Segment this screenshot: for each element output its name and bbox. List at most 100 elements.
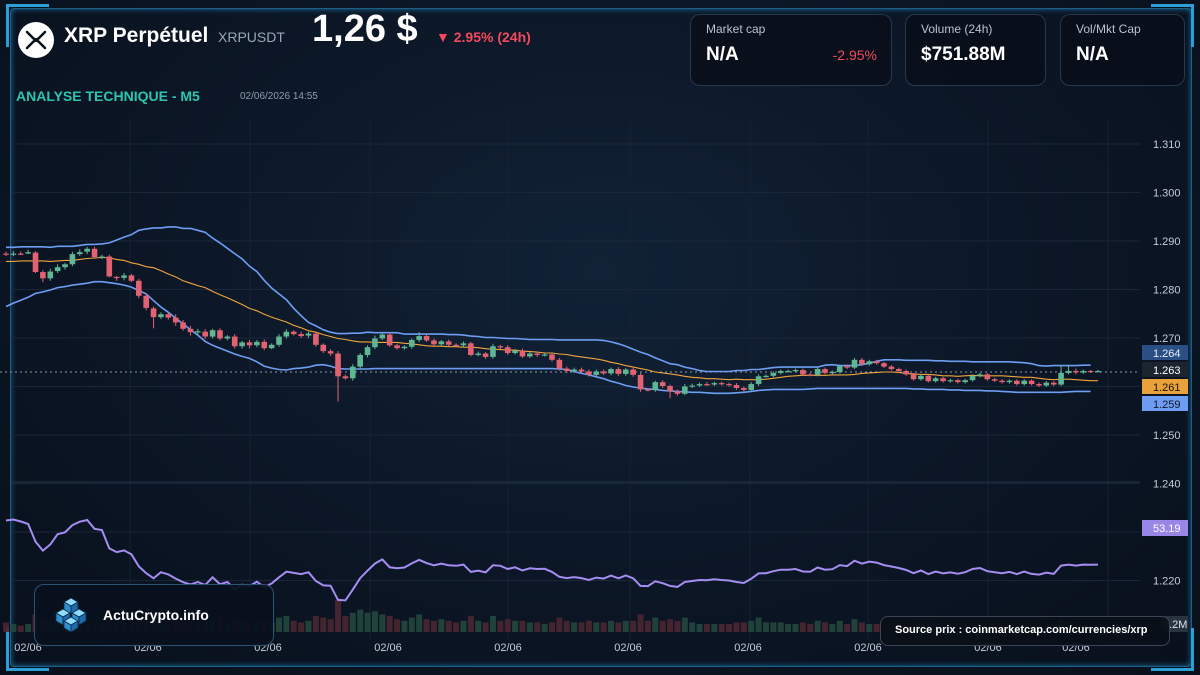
candle-body	[955, 380, 961, 383]
volume-bar	[489, 616, 496, 632]
candle-body	[475, 353, 482, 355]
chart-grid	[0, 120, 1140, 640]
candle-body	[991, 379, 998, 381]
candle-body	[622, 369, 629, 374]
candle-body	[881, 363, 887, 367]
volume-bar	[785, 624, 792, 632]
candle-body	[903, 370, 909, 375]
candle-body	[91, 248, 98, 258]
volume-label: Volume (24h)	[921, 22, 993, 36]
cubes-icon	[55, 597, 87, 633]
candle-body	[165, 314, 172, 318]
candle-body	[748, 384, 755, 390]
candle-body	[659, 382, 666, 387]
price-tag-label: 1.264	[1153, 348, 1181, 360]
candle-body	[62, 264, 68, 268]
asset-title: XRP Perpétuel	[64, 24, 209, 47]
candle-body	[320, 344, 327, 352]
candle-body	[807, 374, 814, 376]
candle-body	[704, 384, 710, 386]
volume-bar	[866, 624, 873, 632]
candle-body	[763, 375, 769, 378]
volume-bar	[453, 622, 460, 632]
volume-bar	[541, 624, 548, 632]
candle-body	[150, 308, 157, 318]
volume-bar	[696, 624, 703, 632]
volume-bar	[593, 622, 600, 632]
candle-body	[158, 314, 164, 318]
candle-body	[246, 342, 253, 346]
y-tick-label: 1.250	[1153, 430, 1181, 442]
candle-body	[674, 391, 681, 394]
candle-body	[667, 386, 673, 392]
market-cap-card: Market cap N/A -2.95%	[690, 14, 892, 86]
volume-bar	[290, 620, 297, 632]
volume-bar	[364, 612, 371, 632]
candle-body	[1028, 380, 1035, 385]
candle-body	[438, 341, 445, 345]
volume-bar	[792, 624, 799, 632]
candle-body	[202, 331, 209, 337]
candle-body	[364, 347, 371, 355]
candle-body	[888, 366, 895, 370]
volume-bar	[423, 619, 430, 632]
section-title: ANALYSE TECHNIQUE - M5	[16, 88, 200, 104]
volume-bar	[799, 622, 806, 632]
candle-body	[873, 361, 880, 364]
volume-bar	[460, 620, 467, 632]
candle-body	[800, 370, 806, 375]
candle-body	[1058, 372, 1064, 385]
candle-body	[755, 376, 762, 385]
candle-body	[40, 272, 46, 279]
price-source-text: Source prix : coinmarketcap.com/currenci…	[895, 624, 1148, 636]
candle-body	[829, 371, 836, 374]
candle-body	[600, 371, 607, 374]
candle-body	[1050, 382, 1057, 385]
candle-body	[136, 280, 142, 296]
volume-bar	[17, 625, 24, 632]
y-tick-label: 1.240	[1153, 479, 1181, 491]
candle-body	[490, 346, 496, 357]
candle-body	[10, 253, 17, 255]
candle-body	[47, 271, 54, 279]
candle-body	[342, 376, 349, 379]
candle-body	[401, 346, 408, 349]
candle-body	[851, 359, 858, 368]
volume-bar	[674, 620, 681, 632]
volume-bar	[770, 622, 777, 632]
volume-bar	[578, 622, 585, 632]
candle-body	[76, 252, 83, 255]
candle-body	[1014, 380, 1020, 385]
candle-body	[372, 338, 378, 348]
y-tick-label: 1.300	[1153, 188, 1181, 200]
brand-badge[interactable]: ActuCrypto.info	[34, 584, 274, 646]
volume-bar	[438, 619, 445, 632]
volume-bar	[681, 617, 688, 632]
market-cap-value: N/A	[706, 44, 739, 65]
y-tick-label: 1.310	[1153, 139, 1181, 151]
price-tag-box	[1142, 379, 1188, 394]
x-tick-label: 02/06	[494, 642, 522, 654]
current-price: 1,26 $	[312, 8, 418, 50]
candle-body	[527, 353, 533, 357]
candle-body	[932, 378, 939, 382]
volume-bar	[401, 620, 408, 632]
candle-body	[836, 366, 843, 372]
volume-bar	[556, 617, 563, 632]
candle-body	[423, 336, 430, 341]
candle-body	[593, 371, 600, 375]
candle-body	[143, 295, 149, 308]
candle-body	[482, 353, 489, 357]
candle-body	[254, 341, 260, 346]
candle-body	[615, 369, 622, 374]
candle-body	[497, 346, 504, 348]
candle-body	[1043, 382, 1050, 386]
volume-bar	[571, 622, 578, 632]
price-source[interactable]: Source prix : coinmarketcap.com/currenci…	[880, 616, 1170, 646]
x-tick-label: 02/06	[734, 642, 762, 654]
volume-bar	[652, 617, 659, 632]
candle-body	[187, 328, 194, 333]
candle-body	[1087, 370, 1094, 373]
candle-body	[453, 344, 459, 346]
candle-body	[814, 369, 821, 375]
